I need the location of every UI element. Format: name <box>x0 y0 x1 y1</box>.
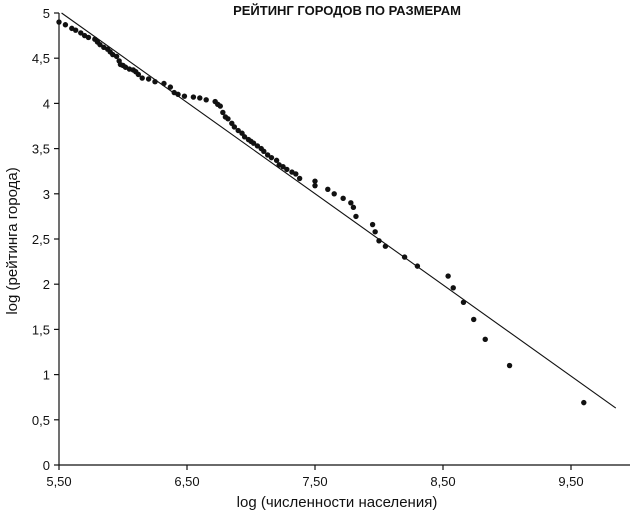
data-point <box>254 143 261 149</box>
y-axis-ticks: 0 0,5 1 1,5 2 2,5 3 3,5 4 4,5 5 <box>32 6 59 473</box>
data-point <box>460 299 467 305</box>
y-axis-label: log (рейтинга города) <box>4 167 21 314</box>
data-point <box>376 238 382 244</box>
data-point <box>312 182 318 189</box>
y-tick-label: 5 <box>43 6 50 21</box>
data-point <box>353 213 359 220</box>
data-point <box>225 116 231 122</box>
data-point <box>203 97 209 103</box>
y-tick-label: 4 <box>43 96 50 111</box>
data-point <box>85 34 92 41</box>
y-tick-label: 2,5 <box>32 232 50 247</box>
data-point <box>78 30 84 36</box>
data-point <box>220 109 226 116</box>
data-point <box>135 71 142 78</box>
data-point <box>161 80 167 87</box>
y-tick-label: 2 <box>43 277 50 292</box>
data-point <box>372 229 378 235</box>
data-point <box>250 140 257 146</box>
x-tick-label: 9,50 <box>558 474 583 489</box>
data-point <box>231 124 238 130</box>
y-tick-label: 4,5 <box>32 51 50 66</box>
x-tick-label: 5,50 <box>46 474 71 489</box>
data-point <box>581 399 587 406</box>
data-point <box>241 134 248 140</box>
y-tick-label: 0 <box>43 458 50 473</box>
data-point <box>113 53 120 60</box>
data-point <box>284 166 290 173</box>
data-point <box>296 175 303 182</box>
data-point <box>217 103 223 109</box>
data-points <box>56 19 587 406</box>
x-tick-label: 6,50 <box>174 474 199 489</box>
data-point <box>72 27 79 33</box>
y-tick-label: 1,5 <box>32 322 50 337</box>
data-point <box>175 91 181 98</box>
plot-axes <box>58 13 630 466</box>
data-point <box>62 22 69 28</box>
data-point <box>482 336 488 343</box>
data-point <box>293 171 299 177</box>
data-point <box>369 221 376 228</box>
y-tick-label: 3,5 <box>32 142 50 157</box>
x-axis-label: log (численности населения) <box>237 494 438 511</box>
x-axis-ticks: 5,50 6,50 7,50 8,50 9,50 <box>46 465 584 489</box>
data-point <box>348 200 354 206</box>
data-point <box>382 243 389 249</box>
chart-title: РЕЙТИНГ ГОРОДОВ ПО РАЗМЕРАМ <box>233 3 461 18</box>
data-point <box>152 79 158 85</box>
data-point <box>312 178 318 184</box>
data-point <box>145 76 152 82</box>
x-tick-label: 8,50 <box>430 474 455 489</box>
data-point <box>325 186 331 192</box>
y-tick-label: 0,5 <box>32 413 50 428</box>
data-point <box>181 93 188 99</box>
data-point <box>414 263 421 269</box>
data-point <box>167 84 174 90</box>
data-point <box>261 148 267 155</box>
data-point <box>506 362 513 369</box>
data-point <box>471 316 477 323</box>
data-point <box>401 254 408 260</box>
data-point <box>280 163 286 170</box>
data-point <box>331 191 337 197</box>
data-point <box>268 154 275 161</box>
data-point <box>190 94 197 100</box>
y-tick-label: 1 <box>43 368 50 383</box>
data-point <box>273 157 280 164</box>
data-point <box>450 285 456 291</box>
data-point <box>350 204 357 211</box>
data-point <box>445 273 451 279</box>
regression-line <box>61 12 617 409</box>
data-point <box>139 75 145 81</box>
data-point <box>340 195 346 202</box>
x-tick-label: 7,50 <box>302 474 327 489</box>
data-point <box>56 19 62 25</box>
y-tick-label: 3 <box>43 187 50 202</box>
data-point <box>197 95 203 101</box>
data-point <box>235 127 241 134</box>
data-point <box>97 41 103 48</box>
data-point <box>264 152 271 158</box>
